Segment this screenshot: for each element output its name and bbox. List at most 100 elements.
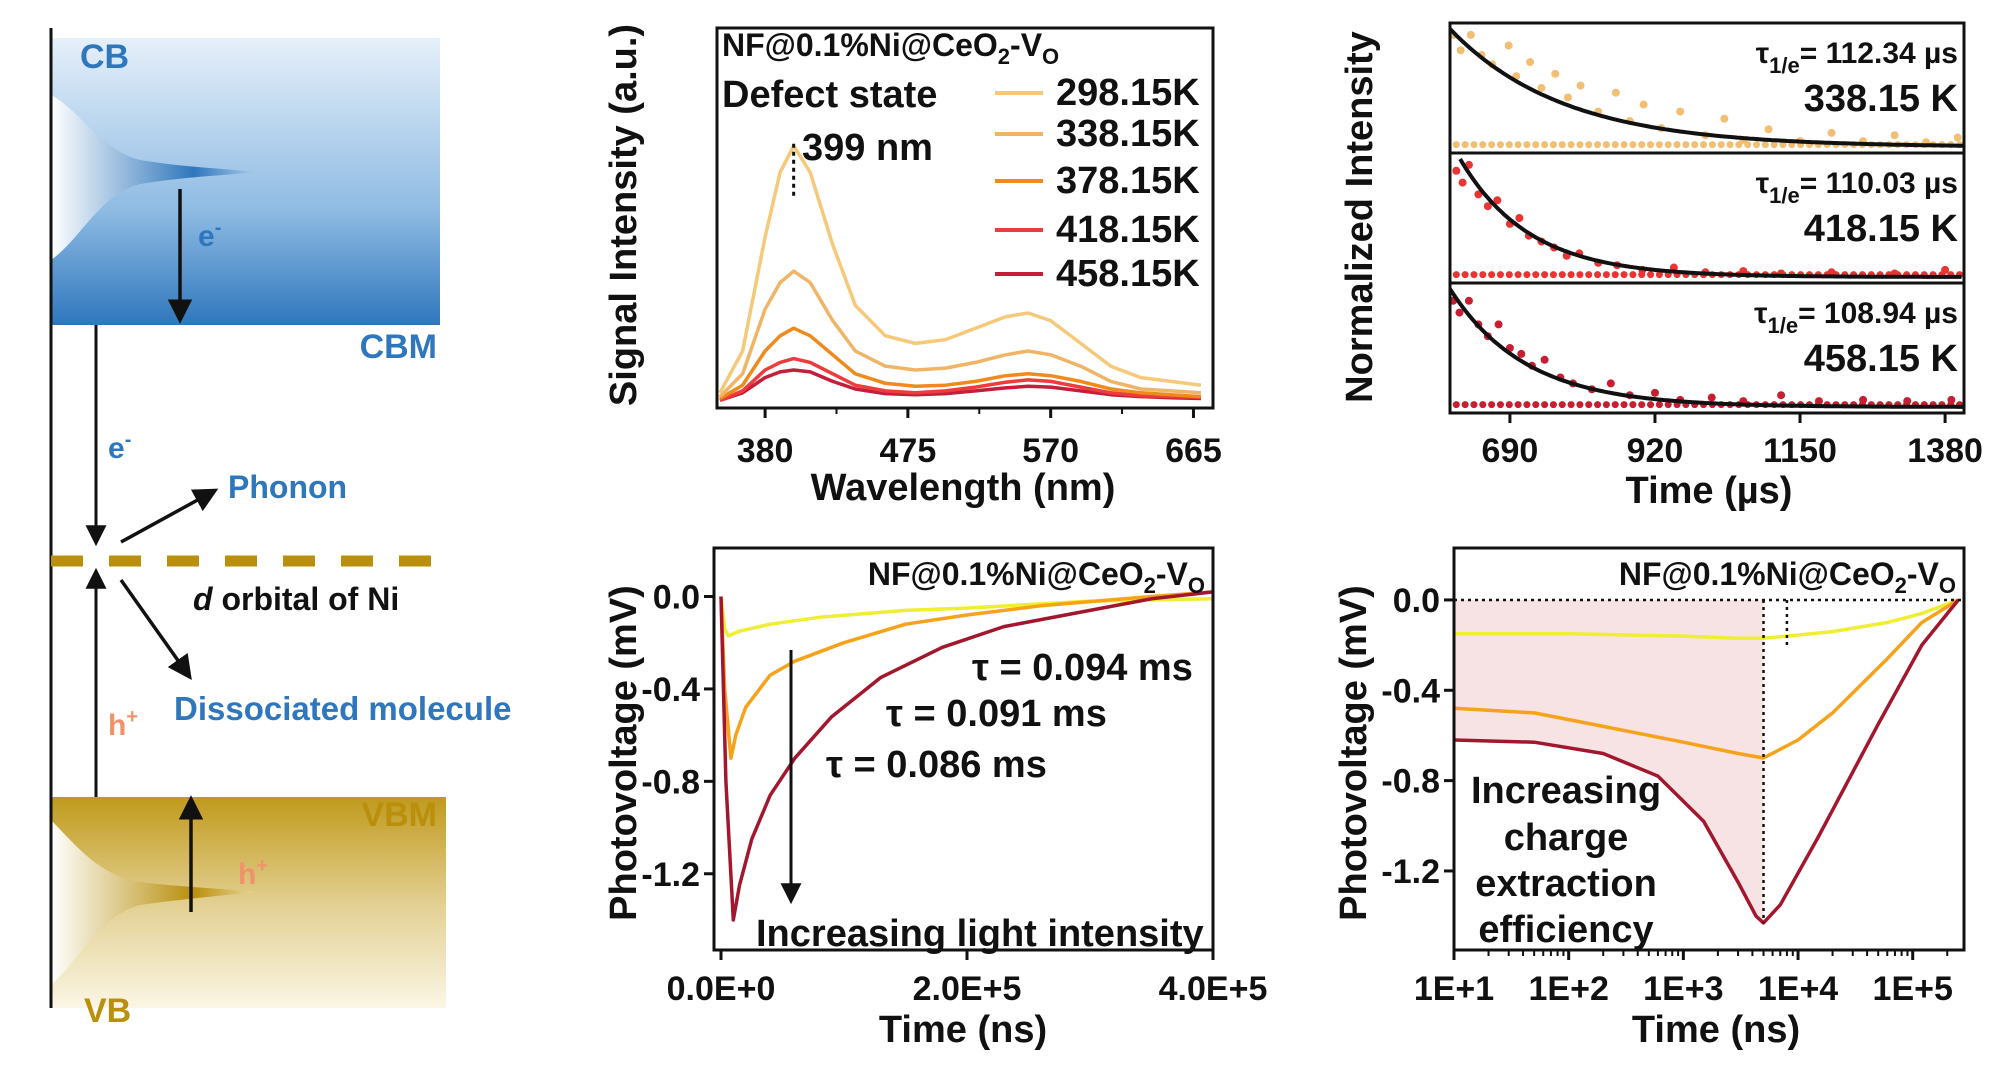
photovoltage-linear-chart: 0.0 -0.4 -0.8 -1.2 0.0E+0 2.0E+5 4.0E+5 Time (n… [603, 546, 1267, 1051]
baseline-point [1461, 271, 1469, 279]
legend-label: 378.15K [1056, 160, 1200, 202]
baseline-point [1638, 271, 1646, 279]
sample-label-part: -V [1156, 556, 1189, 592]
phonon-arrow [120, 488, 219, 544]
data-point [1493, 196, 1502, 205]
cb-label: CB [80, 38, 129, 76]
plot-frame [715, 26, 1215, 410]
baseline-point [1761, 141, 1769, 149]
tau-subscript: 1/e [1769, 53, 1800, 78]
electron-label-cb: e- [198, 217, 221, 253]
tau-label: τ1/e= 110.03 µs [1756, 167, 1958, 208]
baseline-point [1726, 141, 1734, 149]
data-point [1452, 166, 1461, 175]
baseline-point [1629, 141, 1637, 149]
baseline-point [1602, 271, 1610, 279]
baseline-point [1541, 271, 1549, 279]
tau-subscript: 1/e [1767, 313, 1798, 338]
data-point [1777, 391, 1786, 400]
baseline-point [1549, 271, 1557, 279]
baseline-point [1594, 141, 1602, 149]
data-point [1551, 69, 1560, 78]
baseline-point [1549, 141, 1557, 149]
shaded-region [1454, 599, 1764, 923]
subplot-frame [1448, 281, 1966, 415]
spectrum-line-338.15K [718, 269, 1202, 398]
baseline-point [1576, 141, 1584, 149]
dissociated-molecule-label: Dissociated molecule [174, 690, 511, 727]
data-point [1464, 296, 1473, 305]
vb-label: VB [84, 992, 131, 1030]
data-point [1827, 128, 1836, 137]
x-axis-title: Time (µs) [1626, 470, 1793, 512]
cbm-label: CBM [360, 328, 437, 366]
baseline-point [1567, 401, 1575, 409]
sample-label-part: 2 [1895, 573, 1907, 598]
baseline-point [1461, 401, 1469, 409]
baseline-point [1558, 271, 1566, 279]
fit-curve [1448, 27, 1964, 148]
data-point [1537, 84, 1546, 92]
temperature-label: 458.15 K [1804, 338, 1959, 380]
x-tick-label: 570 [1022, 432, 1079, 470]
baseline-point [1655, 141, 1663, 149]
baseline-point [1638, 401, 1646, 409]
data-point [1466, 30, 1475, 39]
y-tick-label: -1.2 [1381, 853, 1440, 891]
charts: 380 475 570 665 Wavelength (nm) Signal Intens… [603, 21, 1983, 1051]
baseline-point [1647, 401, 1655, 409]
hole-label-vb: h+ [238, 855, 268, 891]
baseline-point [1655, 401, 1663, 409]
y-tick-label: -0.8 [641, 763, 700, 801]
sample-label-part: NF@0.1%Ni@CeO [1619, 556, 1895, 592]
baseline-point [1496, 141, 1504, 149]
x-tick-label: 475 [880, 432, 937, 470]
baseline-point [1638, 141, 1646, 149]
photovoltage-line-2 [719, 590, 1214, 922]
baseline-point [1452, 141, 1460, 149]
sample-label-part: 2 [1144, 573, 1156, 598]
y-axis-title: Signal Intensity (a.u.) [603, 24, 645, 406]
baseline-point [1629, 271, 1637, 279]
sample-label: NF@0.1%Ni@CeO2-VO [1619, 556, 1956, 598]
data-point [1606, 379, 1615, 388]
tau-value: = 108.94 µs [1798, 297, 1958, 330]
data-point [1526, 58, 1535, 67]
baseline-point [1611, 401, 1619, 409]
baseline-point [1470, 141, 1478, 149]
data-point [1953, 133, 1962, 142]
data-point [1890, 131, 1899, 140]
baseline-point [1735, 141, 1743, 149]
baseline-point [1523, 401, 1531, 409]
x-tick-label: 690 [1482, 432, 1539, 470]
y-tick-label: -0.8 [1381, 763, 1440, 801]
efficiency-annotation-line: Increasing [1471, 770, 1661, 812]
tau-annotation: τ = 0.091 ms [886, 693, 1107, 735]
fit-curve [1458, 157, 1962, 279]
baseline-point [1602, 401, 1610, 409]
light-intensity-label: Increasing light intensity [756, 913, 1204, 955]
baseline-point [1647, 271, 1655, 279]
tau-annotation: τ = 0.086 ms [826, 744, 1047, 786]
sample-label-part: O [1042, 44, 1059, 69]
sample-label: NF@0.1%Ni@CeO2-VO [868, 556, 1205, 598]
baseline-point [1505, 141, 1513, 149]
baseline-point [1523, 141, 1531, 149]
data-point [1639, 100, 1648, 109]
data-point [1676, 107, 1685, 116]
data-point [1707, 393, 1716, 402]
data-point [1540, 355, 1549, 364]
baseline-point [1779, 141, 1787, 149]
baseline-point [1514, 401, 1522, 409]
baseline-point [1629, 401, 1637, 409]
y-axis-title: Normalized Intensity [1339, 31, 1381, 403]
y-tick-label: -0.4 [1381, 672, 1440, 710]
baseline-point [1523, 271, 1531, 279]
y-tick-label: -0.4 [641, 671, 700, 709]
sample-label-part: 2 [998, 44, 1010, 69]
baseline-point [1470, 271, 1478, 279]
photovoltage-line-0 [1454, 598, 1960, 641]
sample-label-part: -V [1010, 27, 1043, 63]
baseline-point [1505, 401, 1513, 409]
y-tick-label: 0.0 [653, 579, 700, 617]
